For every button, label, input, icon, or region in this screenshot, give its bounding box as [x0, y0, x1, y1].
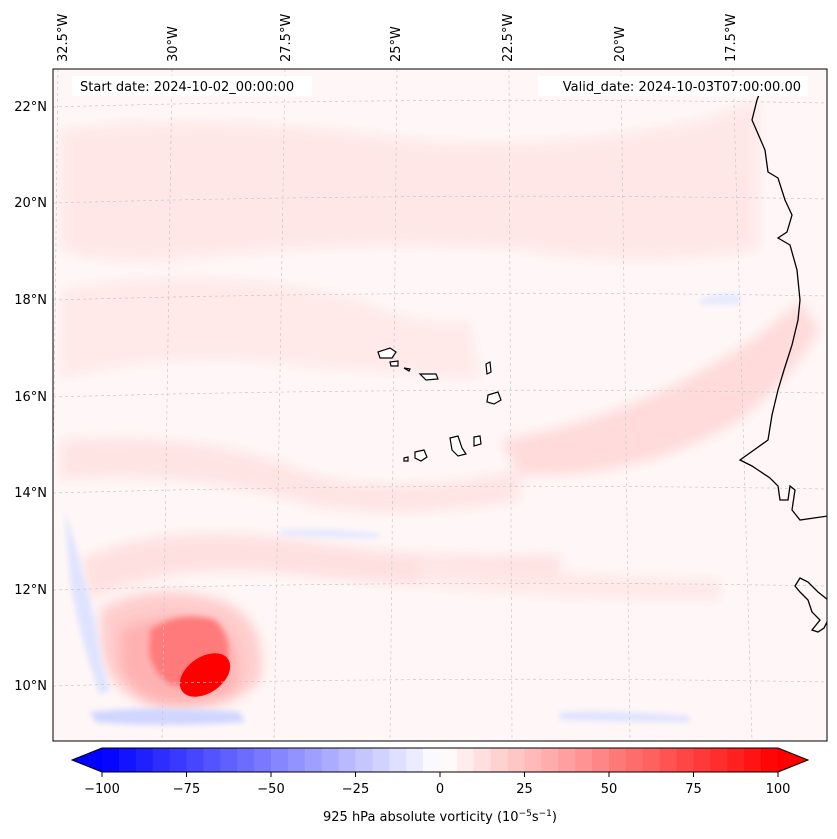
- colorbar-cell: [744, 748, 762, 772]
- start-date-box: [72, 76, 312, 96]
- lat-label-16n: 16°N: [14, 390, 47, 405]
- colorbar-cell: [490, 748, 509, 772]
- colorbar-tick-label: 100: [766, 782, 791, 797]
- lat-label-18n: 18°N: [14, 293, 47, 308]
- colorbar-cell: [761, 748, 779, 772]
- island-sao-vicente: [389, 360, 399, 367]
- colorbar-cell: [304, 748, 323, 772]
- island-boa-vista: [486, 391, 502, 405]
- colorbar-cell: [203, 748, 221, 772]
- valid-date-label: Valid_date: 2024-10-03T07:00:00.00: [563, 80, 801, 95]
- lat-label-12n: 12°N: [14, 583, 47, 598]
- colorbar-tick-label: 25: [516, 782, 533, 797]
- colorbar-cell: [710, 748, 728, 772]
- colorbar-cell: [541, 748, 559, 772]
- colorbar-cell: [169, 748, 188, 772]
- start-date-label: Start date: 2024-10-02_00:00:00: [80, 80, 294, 95]
- lon-label-25w: 25°W: [389, 26, 404, 62]
- map-panel: Start date: 2024-10-02_00:00:00 Valid_da…: [53, 69, 827, 741]
- colorbar-cell: [625, 748, 644, 772]
- colorbar-cell: [642, 748, 661, 772]
- lon-label-22-5w: 22.5°W: [501, 14, 516, 62]
- colorbar-cell: [102, 748, 120, 772]
- colorbar-cell: [355, 748, 373, 772]
- colorbar-cell: [507, 748, 526, 772]
- island-santo-antao: [377, 347, 397, 359]
- colorbar-cell: [406, 748, 424, 772]
- graticule: [53, 69, 827, 741]
- colorbar-cell: [152, 748, 171, 772]
- colorbar-cell: [220, 748, 238, 772]
- colorbar-cell: [676, 748, 695, 772]
- island-santiago: [449, 435, 467, 457]
- colorbar-ticks: −100 −75 −50 −25 0 25 50 75 100: [84, 772, 790, 797]
- cape-verde-islands: [377, 347, 502, 462]
- colorbar-cell: [659, 748, 678, 772]
- colorbar-tick-label: 50: [601, 782, 618, 797]
- colorbar-cell: [338, 748, 357, 772]
- map-frame: [52, 68, 828, 742]
- colorbar-cell: [389, 748, 407, 772]
- vorticity-field: [60, 100, 820, 725]
- colorbar-cell: [575, 748, 593, 772]
- colorbar-tick-label: −75: [173, 782, 200, 797]
- lon-label-32-5w: 32.5°W: [56, 14, 71, 62]
- colorbar-tick-label: 75: [685, 782, 702, 797]
- colorbar-cell: [186, 748, 204, 772]
- lon-label-17-5w: 17.5°W: [724, 14, 739, 62]
- lat-label-22n: 22°N: [14, 100, 47, 115]
- lat-label-10n: 10°N: [14, 679, 47, 694]
- lon-label-20w: 20°W: [613, 26, 628, 62]
- colorbar-cell: [271, 748, 289, 772]
- colorbar-cell: [524, 748, 542, 772]
- colorbar-cell: [118, 748, 137, 772]
- colorbar-cell: [592, 748, 610, 772]
- island-fogo: [414, 449, 428, 462]
- colorbar-cell: [456, 748, 475, 772]
- island-sao-nicolau: [418, 373, 439, 381]
- colorbar-tick-label: −25: [342, 782, 369, 797]
- colorbar-cell: [372, 748, 390, 772]
- colorbar-cell: [727, 748, 745, 772]
- west-africa-coastline: [738, 91, 827, 633]
- colorbar-cells: [102, 748, 779, 772]
- colorbar: −100 −75 −50 −25 0 25 50 75 100 925 hPa absolute…: [70, 747, 810, 825]
- colorbar-cell: [693, 748, 711, 772]
- colorbar-cell: [440, 748, 458, 772]
- colorbar-tick-label: −100: [84, 782, 120, 797]
- valid-date-box: [538, 76, 808, 96]
- colorbar-cell: [321, 748, 340, 772]
- colorbar-cell: [135, 748, 154, 772]
- island-maio: [473, 435, 482, 447]
- colorbar-cell: [254, 748, 272, 772]
- colorbar-tick-label: 0: [436, 782, 444, 797]
- colorbar-extend-high: [778, 748, 808, 772]
- colorbar-cell: [423, 748, 441, 772]
- colorbar-label: 925 hPa absolute vorticity (10−5s−1): [323, 809, 557, 825]
- colorbar-cell: [558, 748, 576, 772]
- lat-label-20n: 20°N: [14, 196, 47, 211]
- lat-label-14n: 14°N: [14, 486, 47, 501]
- colorbar-cell: [237, 748, 255, 772]
- cyclone-vortex-core: [179, 653, 231, 697]
- island-santa-luzia: [403, 367, 411, 372]
- latitude-labels: 22°N 20°N 18°N 16°N 14°N 12°N 10°N: [14, 100, 47, 694]
- island-sal: [485, 361, 492, 375]
- colorbar-cell: [473, 748, 492, 772]
- island-brava: [403, 456, 409, 462]
- colorbar-cell: [609, 748, 627, 772]
- colorbar-tick-label: −50: [257, 782, 284, 797]
- longitude-labels: 32.5°W 30°W 27.5°W 25°W 22.5°W 20°W 17.5…: [56, 14, 739, 62]
- colorbar-extend-low: [72, 748, 102, 772]
- colorbar-cell: [287, 748, 306, 772]
- lon-label-30w: 30°W: [166, 26, 181, 62]
- lon-label-27-5w: 27.5°W: [279, 14, 294, 62]
